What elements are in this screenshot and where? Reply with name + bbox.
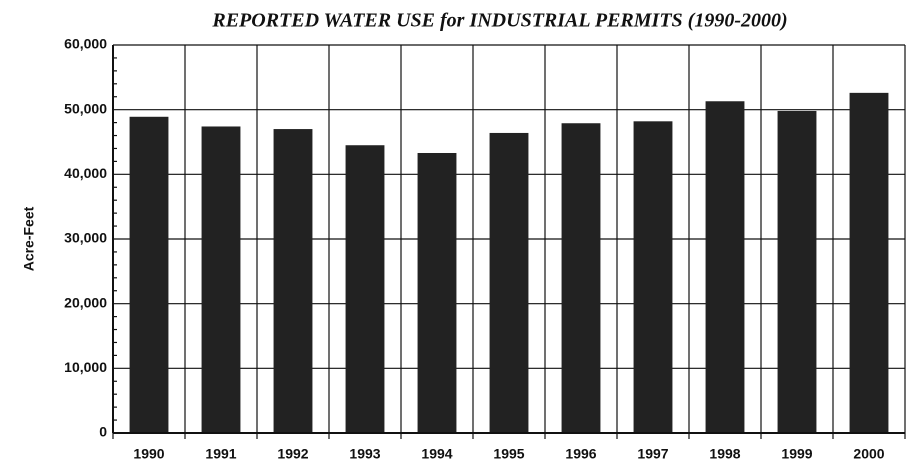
x-tick-label: 1998 — [709, 446, 740, 462]
bar — [849, 92, 889, 433]
y-axis-label: Acre-Feet — [21, 206, 37, 271]
bar — [129, 116, 169, 433]
x-tick-label: 1999 — [781, 446, 812, 462]
bar — [777, 110, 817, 434]
x-tick-label: 1992 — [277, 446, 308, 462]
bar — [561, 123, 601, 433]
bar — [201, 126, 241, 433]
bar — [633, 121, 673, 433]
x-tick-label: 1994 — [421, 446, 452, 462]
y-tick-label: 20,000 — [64, 294, 107, 310]
x-tick-label: 1991 — [205, 446, 236, 462]
bar — [345, 145, 385, 433]
y-tick-label: 50,000 — [64, 100, 107, 116]
x-tick-label: 1996 — [565, 446, 596, 462]
x-tick-label: 1995 — [493, 446, 524, 462]
x-tick-label: 1993 — [349, 446, 380, 462]
y-tick-label: 30,000 — [64, 230, 107, 246]
y-tick-label: 60,000 — [64, 36, 107, 52]
bar — [273, 129, 313, 434]
chart-title: REPORTED WATER USE for INDUSTRIAL PERMIT… — [211, 10, 787, 32]
y-tick-label: 0 — [99, 424, 107, 440]
y-tick-label: 10,000 — [64, 359, 107, 375]
y-tick-label: 40,000 — [64, 165, 107, 181]
bar — [489, 132, 529, 434]
x-tick-label: 2000 — [853, 446, 884, 462]
bar — [705, 101, 745, 433]
x-tick-label: 1997 — [637, 446, 668, 462]
bar — [417, 152, 457, 433]
x-tick-label: 1990 — [133, 446, 164, 462]
